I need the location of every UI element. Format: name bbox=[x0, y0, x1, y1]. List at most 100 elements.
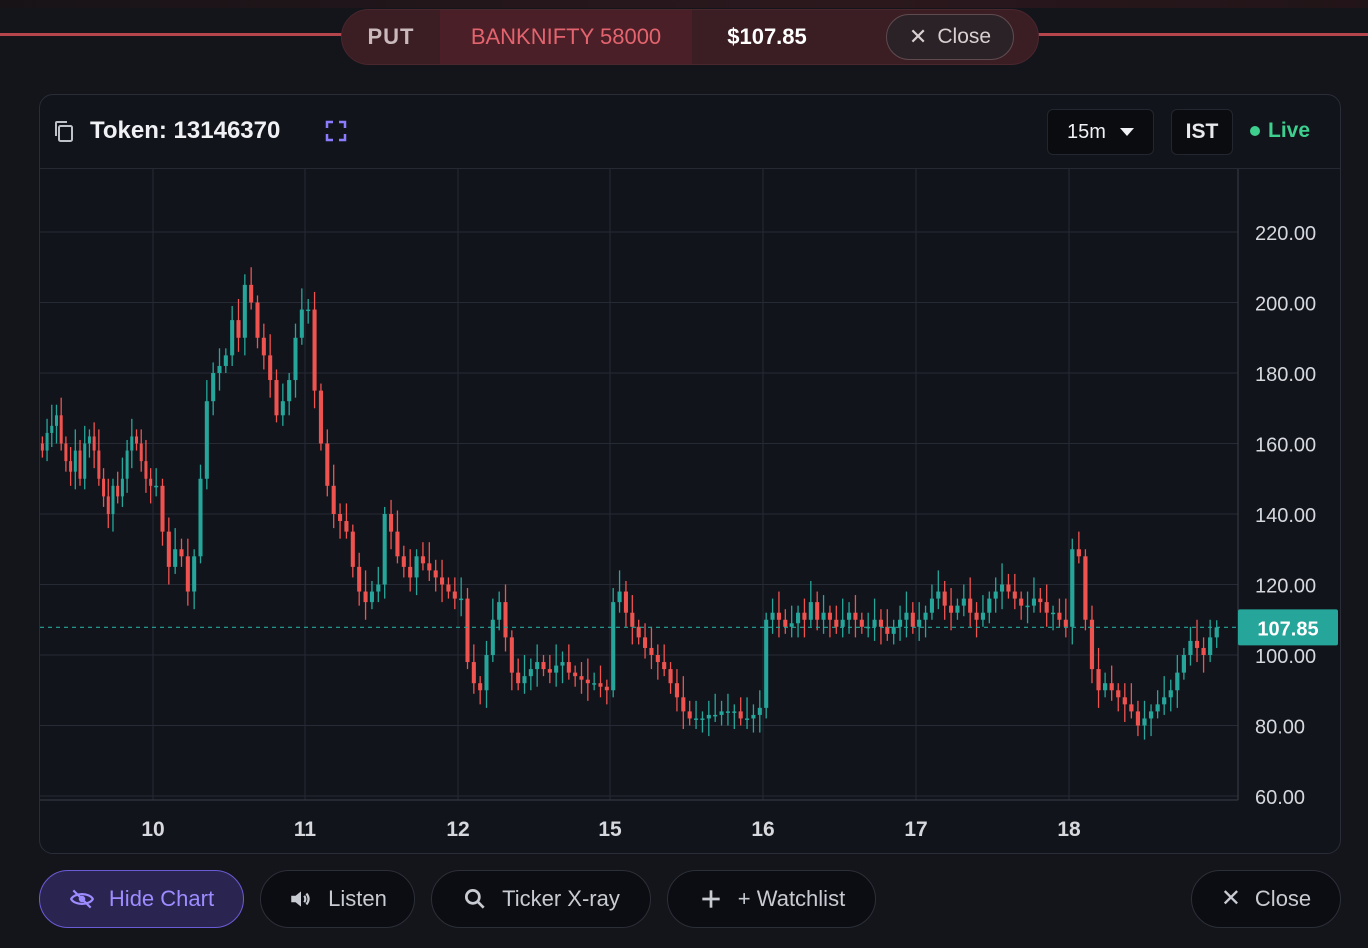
ticker-xray-label: Ticker X-ray bbox=[502, 886, 620, 911]
close-icon: ✕ bbox=[1220, 885, 1241, 912]
candle-body bbox=[452, 591, 457, 599]
close-label: Close bbox=[1254, 886, 1312, 911]
candle-body bbox=[87, 436, 91, 444]
candle-body bbox=[465, 598, 470, 663]
candle-body bbox=[770, 612, 775, 620]
candle-body bbox=[274, 380, 279, 416]
candle-body bbox=[878, 619, 883, 627]
candle-body bbox=[106, 496, 110, 514]
copy-icon[interactable] bbox=[52, 119, 76, 143]
candle-body bbox=[344, 521, 349, 532]
live-label: Live bbox=[1268, 119, 1311, 142]
pill-close-label: Close bbox=[937, 25, 992, 48]
candle-body bbox=[815, 602, 820, 620]
candle-body bbox=[242, 284, 247, 338]
candle-body bbox=[630, 612, 635, 627]
x-tick-label: 17 bbox=[904, 818, 927, 841]
candlestick-chart[interactable]: 220.00 200.00 180.00 160.00 140.00 120.00 100.… bbox=[40, 95, 1341, 854]
x-tick-label: 10 bbox=[141, 818, 164, 841]
candle-body bbox=[293, 337, 298, 381]
candle-body bbox=[1122, 697, 1127, 705]
timezone-button[interactable]: IST bbox=[1171, 109, 1233, 155]
candle-body bbox=[821, 612, 826, 620]
candle-body bbox=[796, 612, 801, 624]
candle-body bbox=[547, 669, 552, 673]
listen-button[interactable]: Listen bbox=[260, 870, 415, 928]
hide-chart-label: Hide Chart bbox=[108, 886, 215, 911]
candle-body bbox=[363, 591, 368, 603]
candle-body bbox=[1142, 718, 1147, 726]
y-tick-label: 100.00 bbox=[1255, 646, 1316, 668]
candle-body bbox=[910, 612, 915, 627]
candle-body bbox=[1096, 669, 1101, 691]
candle-body bbox=[1116, 690, 1121, 698]
y-tick-label: 120.00 bbox=[1255, 576, 1316, 598]
candle-body bbox=[382, 514, 387, 585]
candle-body bbox=[929, 598, 934, 613]
candle-body bbox=[1012, 591, 1017, 599]
candle-body bbox=[840, 619, 845, 627]
candle-body bbox=[1201, 647, 1206, 655]
candle-body bbox=[230, 320, 235, 356]
candle-body bbox=[376, 584, 381, 592]
chart-panel: Token: 13146370 15m IST Live 220.00 200.0… bbox=[39, 94, 1341, 854]
fullscreen-icon[interactable] bbox=[324, 119, 348, 143]
candle-body bbox=[872, 619, 877, 627]
candle-body bbox=[764, 619, 769, 708]
candle-body bbox=[204, 401, 209, 479]
candle-body bbox=[497, 602, 502, 620]
hide-chart-button[interactable]: Hide Chart bbox=[39, 870, 244, 928]
pill-close-button[interactable]: ✕ Close bbox=[886, 14, 1014, 60]
candle-body bbox=[604, 686, 609, 691]
candle-body bbox=[1214, 627, 1219, 638]
close-button[interactable]: ✕ Close bbox=[1191, 870, 1341, 928]
option-symbol[interactable]: BANKNIFTY 58000 bbox=[440, 10, 692, 64]
candle-body bbox=[802, 612, 807, 620]
candle-body bbox=[541, 662, 546, 670]
chart-header: Token: 13146370 15m IST Live bbox=[40, 95, 1340, 169]
candle-body bbox=[69, 461, 73, 472]
option-price: $107.85 bbox=[727, 24, 807, 49]
candle-body bbox=[130, 436, 134, 451]
candle-body bbox=[1109, 683, 1114, 691]
candle-body bbox=[45, 432, 49, 451]
candle-body bbox=[249, 284, 254, 303]
candle-body bbox=[192, 556, 197, 592]
candle-body bbox=[261, 337, 266, 356]
candle-body bbox=[738, 711, 743, 719]
candle-body bbox=[566, 662, 571, 673]
candle-body bbox=[160, 485, 165, 532]
candle-body bbox=[484, 655, 489, 691]
candle-body bbox=[961, 598, 966, 606]
candle-body bbox=[179, 549, 184, 557]
candle-body bbox=[280, 401, 285, 416]
candle-body bbox=[223, 355, 228, 366]
candle-body bbox=[299, 309, 304, 338]
candle-body bbox=[395, 531, 400, 557]
candle-body bbox=[1162, 697, 1167, 705]
x-tick-label: 12 bbox=[446, 818, 469, 841]
candle-body bbox=[681, 697, 686, 712]
candle-body bbox=[732, 711, 737, 713]
candle-body bbox=[1031, 598, 1036, 606]
watchlist-button[interactable]: + Watchlist bbox=[667, 870, 876, 928]
candle-body bbox=[1083, 556, 1088, 620]
candle-body bbox=[700, 718, 705, 720]
candle-body bbox=[668, 669, 673, 684]
candle-body bbox=[898, 619, 903, 627]
candle-body bbox=[1168, 690, 1173, 698]
candle-body bbox=[974, 612, 979, 620]
candle-body bbox=[73, 450, 77, 472]
candle-body bbox=[1051, 612, 1056, 615]
candle-body bbox=[917, 619, 922, 627]
candle-body bbox=[331, 485, 336, 514]
candle-body bbox=[713, 714, 718, 717]
ticker-xray-button[interactable]: Ticker X-ray bbox=[431, 870, 651, 928]
candle-body bbox=[1038, 598, 1043, 603]
candle-body bbox=[955, 605, 960, 613]
candle-body bbox=[287, 380, 292, 402]
interval-dropdown[interactable]: 15m bbox=[1047, 109, 1154, 155]
candle-body bbox=[389, 514, 394, 532]
y-tick-label: 200.00 bbox=[1255, 294, 1316, 316]
candle-body bbox=[139, 443, 143, 462]
